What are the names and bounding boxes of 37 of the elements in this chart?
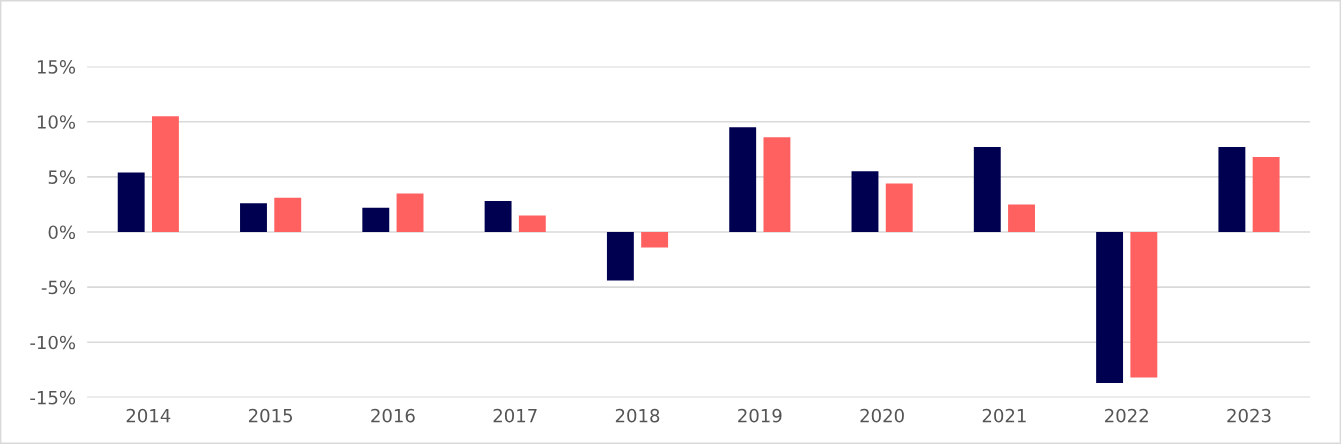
bar [1252, 157, 1280, 232]
x-tick-label: 2023 [1227, 408, 1271, 423]
bar [117, 172, 145, 232]
bar [396, 193, 424, 232]
bar [274, 197, 302, 232]
x-tick-label: 2015 [248, 408, 293, 423]
bar [606, 231, 634, 281]
x-tick-label: 2014 [126, 408, 171, 423]
bar [484, 201, 512, 232]
bar [851, 171, 879, 232]
y-tick-label: 0% [48, 225, 76, 240]
bar [763, 137, 791, 232]
bar [1096, 231, 1124, 384]
x-tick-label: 2020 [860, 408, 904, 423]
bar [1008, 204, 1035, 232]
x-tick-label: 2016 [371, 408, 415, 423]
x-tick-label: 2017 [493, 408, 537, 423]
x-tick-label: 2019 [738, 408, 782, 423]
bar [973, 147, 1001, 232]
bar [641, 231, 669, 248]
x-tick-label: 2022 [1105, 408, 1148, 423]
x-tick-label: 2018 [615, 408, 660, 423]
y-tick-label: -10% [30, 335, 76, 350]
bar [240, 203, 267, 232]
y-tick-label: 15% [37, 60, 76, 74]
bar [362, 207, 390, 232]
bar [885, 183, 913, 232]
bar [151, 116, 179, 232]
y-tick-label: -5% [41, 280, 76, 295]
bar [518, 215, 546, 232]
bar [729, 127, 757, 232]
bar [1130, 231, 1158, 378]
y-tick-label: -15% [30, 390, 76, 405]
y-tick-label: 10% [37, 115, 76, 129]
x-tick-label: 2021 [982, 408, 1026, 423]
bar [1218, 147, 1246, 232]
y-tick-label: 5% [48, 170, 76, 184]
